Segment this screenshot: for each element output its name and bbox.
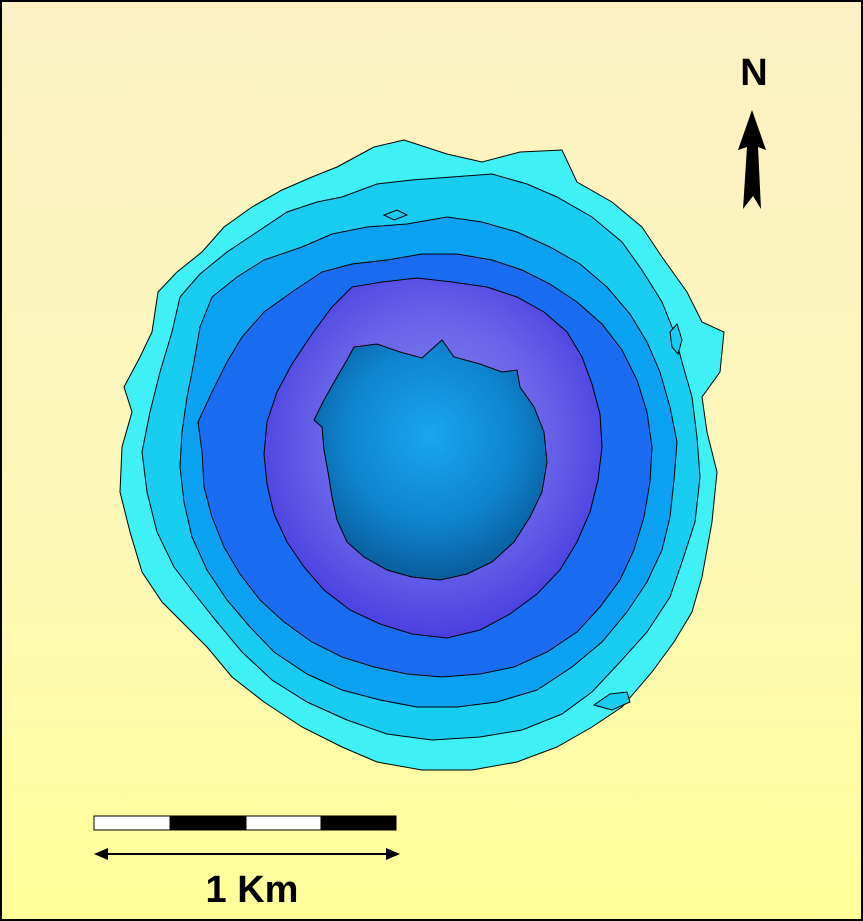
island-patch: [592, 691, 631, 711]
island-patch: [669, 322, 683, 356]
scale-label: 1 Km: [205, 869, 299, 911]
crater-core: [313, 339, 548, 581]
scale-bar: [93, 815, 397, 831]
north-label: N: [740, 52, 768, 94]
scale-length-arrow: [94, 848, 400, 860]
island-patch: [382, 209, 409, 221]
north-arrow-icon: [738, 110, 766, 209]
